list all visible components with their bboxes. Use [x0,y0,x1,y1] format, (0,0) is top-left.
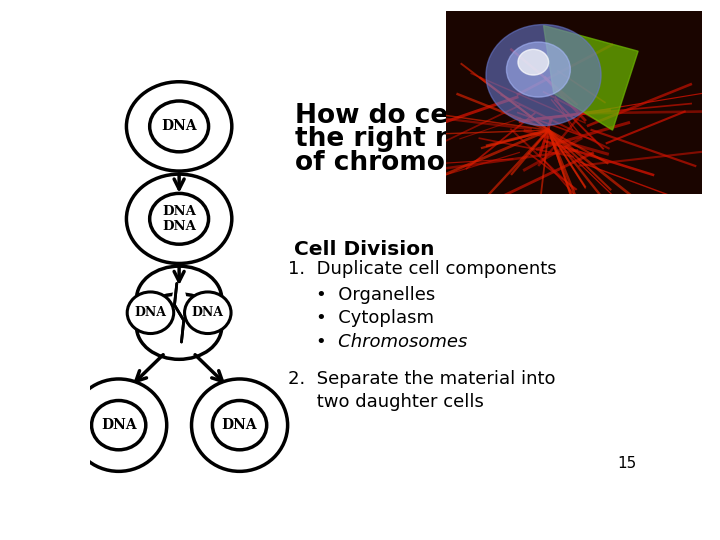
Text: DNA: DNA [161,119,197,133]
Ellipse shape [212,401,266,450]
Text: two daughter cells: two daughter cells [288,394,484,411]
Text: 15: 15 [617,456,636,471]
Text: of chromosomes?: of chromosomes? [295,150,556,176]
Ellipse shape [127,292,174,334]
Ellipse shape [150,101,209,152]
Ellipse shape [137,266,222,332]
Ellipse shape [127,174,232,264]
Polygon shape [544,25,638,130]
Text: How do cells get: How do cells get [295,103,541,129]
Text: DNA: DNA [135,306,166,319]
Ellipse shape [192,379,287,471]
Text: the right number: the right number [295,126,550,152]
Ellipse shape [506,42,570,97]
Text: DNA: DNA [162,205,196,218]
Ellipse shape [137,294,222,359]
Text: 2.  Separate the material into: 2. Separate the material into [288,370,556,388]
Ellipse shape [71,379,167,471]
Ellipse shape [518,49,549,75]
Text: •  Organelles: • Organelles [316,286,435,303]
Ellipse shape [91,401,145,450]
Ellipse shape [184,292,231,334]
Text: DNA: DNA [162,220,196,233]
Text: •  Chromosomes: • Chromosomes [316,333,467,351]
Text: DNA: DNA [222,418,257,432]
Ellipse shape [171,284,188,342]
Text: 1.  Duplicate cell components: 1. Duplicate cell components [288,260,557,278]
Text: Cell Division: Cell Division [294,240,434,259]
Text: •  Cytoplasm: • Cytoplasm [316,309,434,327]
Text: DNA: DNA [192,306,224,319]
Ellipse shape [486,24,601,125]
Text: DNA: DNA [101,418,137,432]
Ellipse shape [127,82,232,171]
Ellipse shape [150,193,209,244]
